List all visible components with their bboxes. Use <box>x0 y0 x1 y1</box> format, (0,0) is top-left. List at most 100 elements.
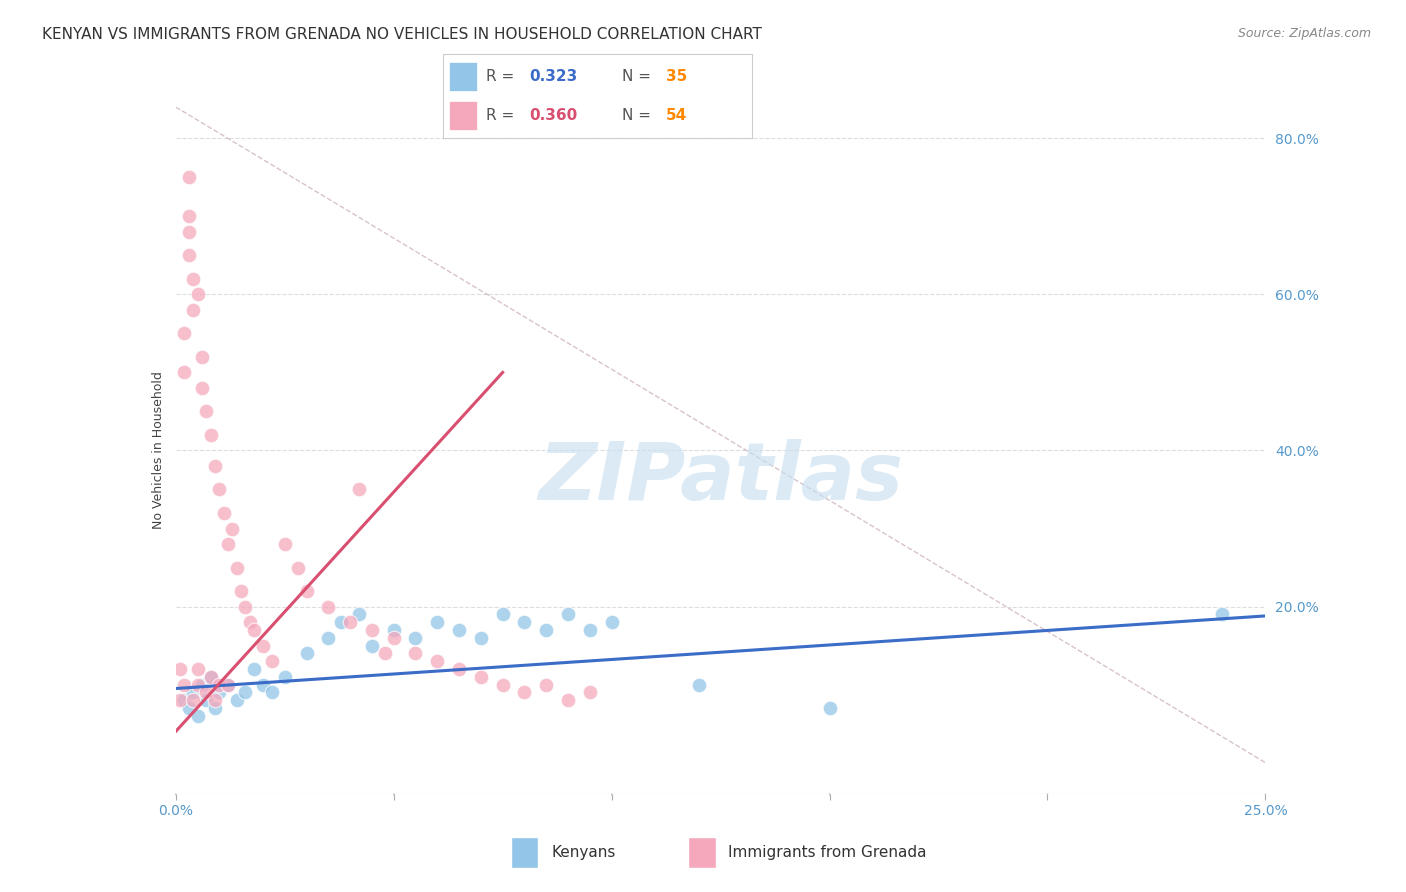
Point <box>426 615 449 630</box>
Point <box>600 615 623 630</box>
Point <box>186 662 209 676</box>
Point <box>177 248 200 262</box>
Point <box>688 678 710 692</box>
Point <box>235 599 257 614</box>
Point <box>200 670 222 684</box>
Point <box>330 615 353 630</box>
Point <box>260 685 283 699</box>
Point <box>513 685 536 699</box>
Point <box>200 427 222 442</box>
Text: N =: N = <box>623 69 657 84</box>
Point <box>177 225 200 239</box>
FancyBboxPatch shape <box>449 101 477 130</box>
Text: Immigrants from Grenada: Immigrants from Grenada <box>728 846 927 860</box>
Point <box>360 639 382 653</box>
Point <box>426 654 449 668</box>
Point <box>295 646 318 660</box>
Point <box>252 678 274 692</box>
Point <box>173 693 195 707</box>
Point <box>169 662 191 676</box>
Point <box>181 271 204 285</box>
Point <box>287 560 309 574</box>
Point <box>1211 607 1233 622</box>
Point <box>217 537 239 551</box>
Point <box>186 678 209 692</box>
Point <box>447 623 470 637</box>
Point <box>231 583 253 598</box>
Point <box>177 170 200 185</box>
Text: Source: ZipAtlas.com: Source: ZipAtlas.com <box>1237 27 1371 40</box>
Point <box>173 326 195 341</box>
Point <box>212 506 235 520</box>
Point <box>173 678 195 692</box>
Point <box>204 701 226 715</box>
Text: 35: 35 <box>665 69 688 84</box>
Point <box>243 623 266 637</box>
Point <box>470 670 492 684</box>
Point <box>557 693 579 707</box>
Point <box>318 631 340 645</box>
Point <box>186 287 209 301</box>
Point <box>191 350 214 364</box>
Text: KENYAN VS IMMIGRANTS FROM GRENADA NO VEHICLES IN HOUSEHOLD CORRELATION CHART: KENYAN VS IMMIGRANTS FROM GRENADA NO VEH… <box>42 27 762 42</box>
FancyBboxPatch shape <box>688 838 716 868</box>
Point <box>347 607 370 622</box>
Point <box>374 646 396 660</box>
Point <box>579 623 602 637</box>
Point <box>181 693 204 707</box>
Point <box>181 685 204 699</box>
Point <box>557 607 579 622</box>
Text: R =: R = <box>486 108 519 123</box>
Text: 0.323: 0.323 <box>530 69 578 84</box>
Point <box>274 670 297 684</box>
Point <box>235 685 257 699</box>
Text: 0.360: 0.360 <box>530 108 578 123</box>
Point <box>239 615 262 630</box>
Point <box>217 678 239 692</box>
Point <box>195 693 218 707</box>
Point <box>534 623 557 637</box>
Point <box>225 693 247 707</box>
Point <box>204 458 226 473</box>
Point <box>225 560 247 574</box>
Point <box>382 631 405 645</box>
FancyBboxPatch shape <box>449 62 477 91</box>
Point <box>818 701 841 715</box>
Point <box>177 209 200 223</box>
Point <box>221 521 243 535</box>
Point <box>186 708 209 723</box>
Point <box>492 607 515 622</box>
Point <box>447 662 470 676</box>
Point <box>470 631 492 645</box>
FancyBboxPatch shape <box>510 838 538 868</box>
Point <box>274 537 297 551</box>
Point <box>260 654 283 668</box>
Text: Kenyans: Kenyans <box>551 846 616 860</box>
Y-axis label: No Vehicles in Household: No Vehicles in Household <box>152 372 165 529</box>
Point <box>243 662 266 676</box>
Point <box>200 670 222 684</box>
Point <box>208 685 231 699</box>
Point <box>405 646 427 660</box>
Point <box>347 483 370 497</box>
Point <box>181 302 204 317</box>
Point <box>318 599 340 614</box>
Point <box>339 615 361 630</box>
Text: 54: 54 <box>665 108 688 123</box>
Point <box>405 631 427 645</box>
Point <box>252 639 274 653</box>
Point <box>208 678 231 692</box>
Point <box>492 678 515 692</box>
Text: R =: R = <box>486 69 519 84</box>
Point <box>360 623 382 637</box>
Point <box>579 685 602 699</box>
Point <box>382 623 405 637</box>
Point <box>195 404 218 418</box>
Point <box>204 693 226 707</box>
Text: N =: N = <box>623 108 657 123</box>
Point <box>208 483 231 497</box>
Point <box>534 678 557 692</box>
Point <box>173 366 195 380</box>
Point <box>191 381 214 395</box>
Point <box>295 583 318 598</box>
